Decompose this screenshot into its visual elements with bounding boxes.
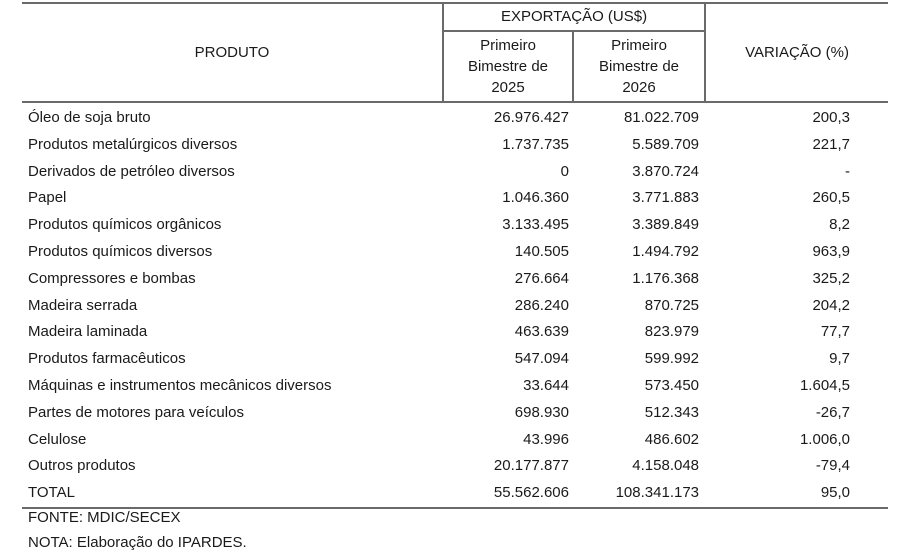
header-variacao: VARIAÇÃO (%) xyxy=(705,2,889,103)
elaboration-note: NOTA: Elaboração do IPARDES. xyxy=(28,534,247,551)
header-produto: PRODUTO xyxy=(22,2,444,103)
header-period-2026: Primeiro Bimestre de 2026 xyxy=(573,30,707,104)
header-exportacao: EXPORTAÇÃO (US$) xyxy=(443,2,707,32)
table-row: Produtos metalúrgicos diversos 1.737.735 5… xyxy=(28,135,851,153)
header-period-2025: Primeiro Bimestre de 2025 xyxy=(443,30,574,104)
table-row: Outros produtos 20.177.877 4.158.048 -79,4 xyxy=(28,457,851,475)
table-row: Papel 1.046.360 3.771.883 260,5 xyxy=(28,189,851,207)
table-row: Celulose 43.996 486.602 1.006,0 xyxy=(28,430,851,448)
table-notes: FONTE: MDIC/SECEX NOTA: Elaboração do IP… xyxy=(28,505,247,555)
table-row: Produtos químicos diversos 140.505 1.494.7… xyxy=(28,242,851,260)
table-row: Máquinas e instrumentos mecânicos divers… xyxy=(28,376,851,394)
table-row: Partes de motores para veículos 698.930 51… xyxy=(28,403,851,421)
total-row: TOTAL 55.562.606 108.341.173 95,0 xyxy=(22,480,889,509)
table-row: Produtos farmacêuticos 547.094 599.992 9,7 xyxy=(28,350,851,368)
table-body: Óleo de soja bruto 26.976.427 81.022.709 20… xyxy=(22,102,889,509)
source-note: FONTE: MDIC/SECEX xyxy=(28,509,181,526)
table-row: Produtos químicos orgânicos 3.133.495 3.38… xyxy=(28,216,851,234)
export-table: PRODUTO EXPORTAÇÃO (US$) VARIAÇÃO (%) Pr… xyxy=(22,2,889,509)
table-row: Compressores e bombas 276.664 1.176.368 325… xyxy=(28,269,851,287)
table-row: Madeira serrada 286.240 870.725 204,2 xyxy=(28,296,851,314)
table-header: PRODUTO EXPORTAÇÃO (US$) VARIAÇÃO (%) Pr… xyxy=(22,2,889,104)
table-row: Derivados de petróleo diversos 0 3.870.724… xyxy=(28,162,851,180)
table-row: Madeira laminada 463.639 823.979 77,7 xyxy=(28,323,851,341)
table-row: Óleo de soja bruto 26.976.427 81.022.709 20… xyxy=(28,109,851,126)
